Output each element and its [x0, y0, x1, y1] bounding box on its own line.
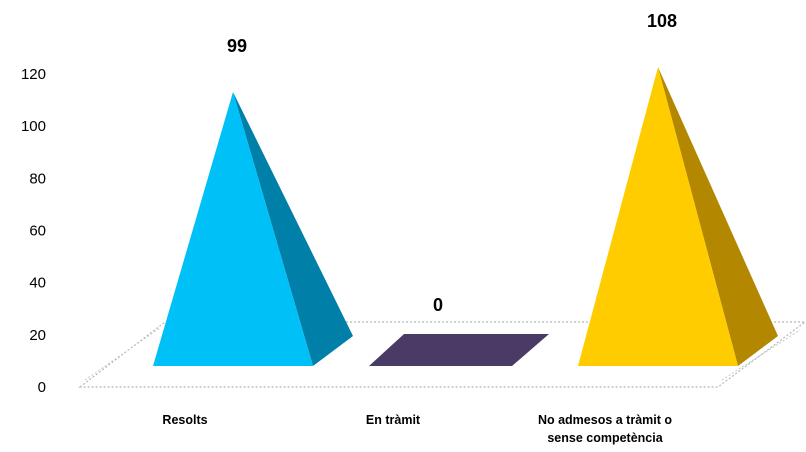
pyramid-side-face — [658, 67, 778, 366]
data-label: 0 — [433, 295, 443, 315]
data-labels: 99 0 108 — [227, 11, 677, 315]
category-label-line: En tràmit — [366, 413, 421, 427]
floor-edge-left — [84, 327, 161, 381]
pyramid-front-face — [153, 92, 313, 366]
y-tick-label: 100 — [21, 118, 46, 135]
data-label: 99 — [227, 36, 247, 56]
chart-marks — [153, 67, 778, 366]
category-label: No admesos a tràmit o sense competència — [538, 413, 672, 445]
pyramid-front-face — [578, 67, 738, 366]
floor-edge-right — [721, 329, 801, 381]
y-tick-label: 20 — [29, 327, 46, 344]
category-label-line: sense competència — [547, 431, 663, 445]
category-label: En tràmit — [366, 413, 421, 427]
chart-floor — [78, 321, 806, 388]
y-tick-label: 0 — [38, 379, 46, 396]
y-axis: 0 20 40 60 80 100 120 — [21, 66, 46, 396]
category-label-line: Resolts — [162, 413, 207, 427]
category-label: Resolts — [162, 413, 207, 427]
y-tick-label: 80 — [29, 170, 46, 187]
pyramid-flat-base — [369, 334, 549, 366]
y-tick-label: 40 — [29, 275, 46, 292]
floor-outline — [78, 321, 806, 388]
y-tick-label: 120 — [21, 66, 46, 83]
category-labels: Resolts En tràmit No admesos a tràmit o sen… — [162, 413, 672, 445]
y-tick-label: 60 — [29, 223, 46, 240]
category-label-line: No admesos a tràmit o — [538, 413, 672, 427]
data-label: 108 — [647, 11, 677, 31]
pyramid-side-face — [233, 92, 353, 366]
